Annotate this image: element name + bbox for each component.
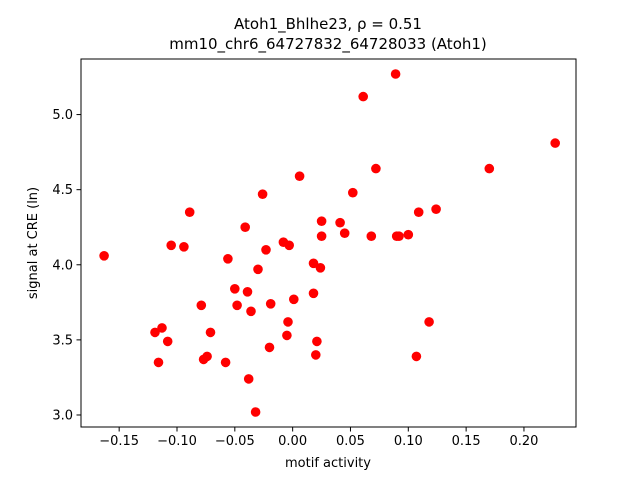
x-tick-label: 0.15: [452, 434, 481, 449]
data-point-53: [484, 163, 495, 174]
x-tick-label: 0.05: [336, 434, 365, 449]
data-point-12: [220, 357, 231, 368]
data-point-32: [308, 258, 319, 269]
data-point-42: [358, 91, 369, 102]
x-axis-ticks: −0.15 −0.10 −0.05 0.00 0.05 0.10 0.15 0.20: [99, 427, 538, 449]
data-point-22: [257, 189, 268, 199]
data-point-38: [316, 231, 327, 241]
data-point-47: [394, 231, 404, 241]
y-tick-label: 3.0: [52, 408, 73, 423]
y-tick-label: 3.5: [52, 333, 73, 348]
data-point-28: [283, 317, 293, 327]
data-point-51: [424, 317, 434, 327]
data-point-45: [390, 69, 401, 79]
data-point-20: [250, 407, 261, 417]
data-point-25: [265, 299, 276, 309]
data-point-36: [315, 263, 326, 273]
data-point-8: [196, 300, 207, 311]
data-point-24: [264, 342, 275, 353]
data-point-5: [166, 240, 176, 251]
data-point-48: [403, 229, 414, 240]
data-point-4: [162, 336, 173, 347]
data-point-30: [289, 294, 299, 305]
y-tick-label: 4.0: [52, 258, 73, 273]
y-axis-label: signal at CRE (ln): [26, 187, 41, 299]
data-point-1: [150, 327, 160, 338]
data-point-29: [284, 240, 295, 251]
data-point-7: [184, 207, 195, 217]
x-tick-label: 0.10: [394, 434, 423, 449]
y-axis-ticks: 3.0 3.5 4.0 4.5 5.0: [52, 108, 81, 423]
x-tick-label: −0.10: [157, 434, 197, 449]
data-point-2: [153, 357, 164, 368]
data-point-16: [240, 222, 250, 232]
data-point-31: [294, 171, 305, 181]
data-point-27: [282, 330, 292, 341]
plot-frame: [80, 58, 577, 428]
data-point-17: [242, 287, 253, 297]
data-point-13: [223, 253, 233, 264]
data-point-6: [179, 242, 189, 252]
data-point-0: [99, 251, 109, 261]
x-tick-label: −0.15: [99, 434, 139, 449]
data-point-3: [157, 323, 167, 333]
x-axis-label: motif activity: [285, 456, 371, 471]
data-point-37: [316, 216, 327, 226]
x-tick-label: −0.05: [215, 434, 255, 449]
data-point-49: [411, 351, 422, 362]
data-point-10: [202, 351, 212, 362]
data-point-41: [348, 187, 358, 198]
data-point-43: [366, 231, 377, 241]
data-point-44: [371, 163, 381, 174]
data-points: [99, 69, 560, 417]
data-point-21: [253, 264, 263, 275]
data-point-35: [312, 336, 322, 347]
y-tick-label: 4.5: [52, 183, 73, 198]
data-point-11: [205, 327, 216, 338]
data-point-39: [335, 217, 345, 228]
data-point-40: [339, 228, 350, 238]
data-point-52: [431, 204, 441, 214]
data-point-50: [413, 207, 424, 217]
data-point-18: [243, 374, 254, 384]
chart-title-line2: mm10_chr6_64727832_64728033 (Atoh1): [169, 35, 487, 54]
data-point-23: [261, 245, 271, 255]
y-tick-label: 5.0: [52, 108, 73, 123]
data-point-15: [232, 300, 242, 311]
x-tick-label: 0.20: [509, 434, 538, 449]
data-point-34: [311, 350, 321, 360]
data-point-19: [246, 306, 256, 317]
data-point-33: [308, 288, 319, 299]
chart-title-line1: Atoh1_Bhlhe23, ρ = 0.51: [234, 15, 422, 34]
x-tick-label: 0.00: [278, 434, 307, 449]
data-point-14: [230, 284, 240, 294]
data-point-54: [550, 138, 560, 148]
